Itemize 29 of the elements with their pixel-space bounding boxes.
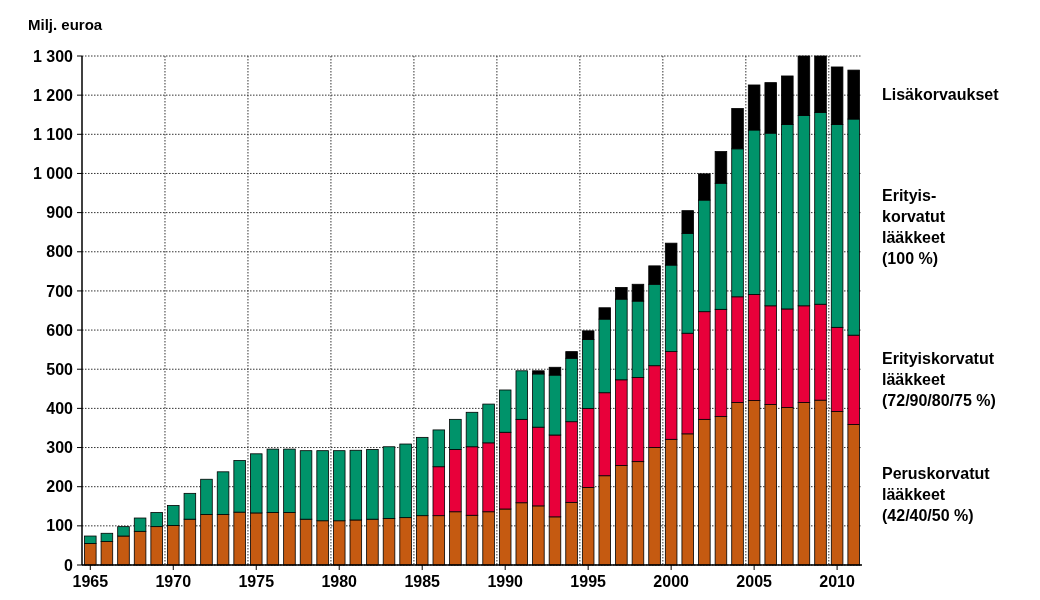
y-tick-label: 0 xyxy=(64,556,74,574)
y-axis-title: Milj. euroa xyxy=(28,16,103,33)
y-tick-label: 1 000 xyxy=(32,165,74,183)
x-tick-label: 2000 xyxy=(653,573,690,590)
y-tick-label: 500 xyxy=(46,360,74,378)
y-tick-label: 800 xyxy=(46,243,74,261)
y-tick-label: 900 xyxy=(46,204,74,222)
y-tick-label: 600 xyxy=(46,321,74,339)
series-label: Peruskorvatut lääkkeet (42/40/50 %) xyxy=(882,465,991,525)
series-label: Erityis- korvatut lääkkeet (100 %) xyxy=(882,187,946,268)
y-tick-label: 700 xyxy=(46,282,74,300)
y-tick-label: 200 xyxy=(46,478,74,496)
x-tick-label: 1990 xyxy=(487,573,524,590)
x-tick-label: 2005 xyxy=(736,573,773,590)
x-tick-label: 1965 xyxy=(72,573,109,590)
x-tick-label: 1985 xyxy=(404,573,441,590)
x-tick-label: 1980 xyxy=(321,573,358,590)
y-tick-label: 300 xyxy=(46,439,74,457)
x-tick-label: 1995 xyxy=(570,573,607,590)
y-tick-label: 1 200 xyxy=(32,86,74,104)
y-tick-label: 100 xyxy=(46,517,74,535)
y-tick-label: 1 300 xyxy=(32,47,74,65)
y-tick-label: 1 100 xyxy=(32,125,74,143)
x-tick-label: 2010 xyxy=(819,573,855,590)
y-tick-label: 400 xyxy=(46,399,74,417)
series-label: Erityiskorvatut lääkkeet (72/90/80/75 %) xyxy=(882,350,996,410)
series-label: Lisäkorvaukset xyxy=(882,86,1000,104)
x-tick-label: 1975 xyxy=(238,573,275,590)
x-tick-label: 1970 xyxy=(155,573,192,590)
